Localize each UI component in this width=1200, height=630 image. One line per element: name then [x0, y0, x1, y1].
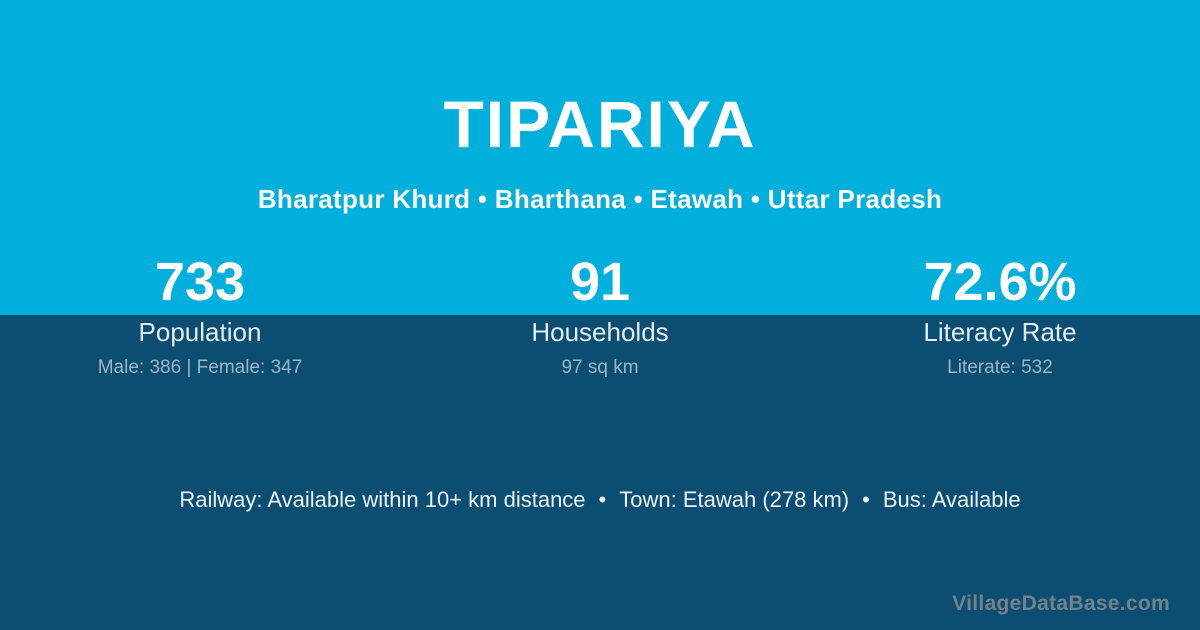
stat-households: 91 Households 97 sq km	[400, 250, 800, 377]
bullet-separator: •	[598, 487, 607, 512]
population-detail: Male: 386 | Female: 347	[97, 357, 303, 378]
stat-literacy: 72.6% Literacy Rate Literate: 532	[800, 250, 1200, 377]
stats-row: 733 Population Male: 386 | Female: 347 9…	[0, 250, 1200, 377]
stat-population: 733 Population Male: 386 | Female: 347	[0, 250, 400, 377]
town-info: Town: Etawah (278 km)	[619, 487, 850, 512]
literacy-label: Literacy Rate	[923, 317, 1077, 347]
bus-info: Bus: Available	[882, 487, 1021, 512]
literacy-detail: Literate: 532	[947, 357, 1053, 378]
population-value: 733	[154, 252, 246, 312]
village-title: TIPARIYA	[443, 87, 757, 161]
literacy-value: 72.6%	[923, 252, 1077, 312]
watermark-site-name: VillageDataBase.com	[952, 592, 1170, 615]
amenities-line: Railway: Available within 10+ km distanc…	[0, 487, 1200, 513]
households-detail: 97 sq km	[561, 357, 639, 378]
bullet-separator: •	[862, 487, 870, 512]
households-value: 91	[569, 252, 631, 312]
location-breadcrumb: Bharatpur Khurd • Bharthana • Etawah • U…	[257, 184, 943, 214]
top-cyan-band	[0, 0, 1200, 315]
railway-info: Railway: Available within 10+ km distanc…	[179, 487, 586, 512]
households-label: Households	[531, 317, 669, 347]
population-label: Population	[138, 317, 262, 347]
